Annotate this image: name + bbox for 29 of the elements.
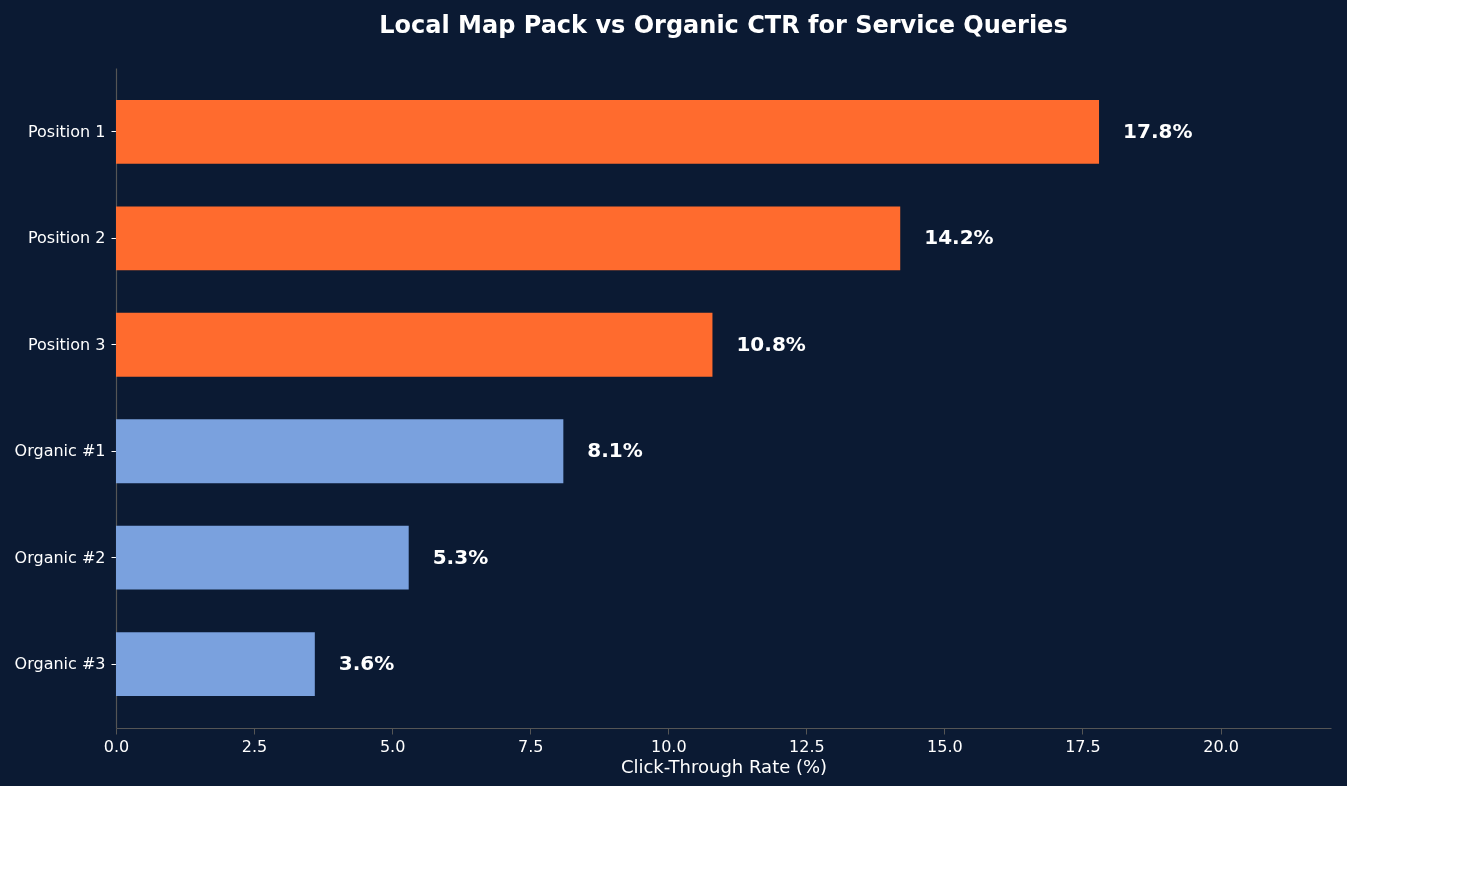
- x-tick-label: 20.0: [1203, 736, 1239, 756]
- x-tick-label: 5.0: [379, 736, 406, 756]
- x-tick-label: 15.0: [927, 736, 963, 756]
- y-tick-label: Organic #1: [14, 441, 106, 461]
- y-tick-label: Organic #3: [14, 654, 106, 674]
- data-label: 8.1%: [587, 438, 643, 463]
- data-label: 14.2%: [924, 225, 994, 250]
- y-tick-label: Position 3: [27, 334, 106, 354]
- data-label: 3.6%: [338, 651, 395, 676]
- data-label: 5.3%: [432, 544, 489, 569]
- y-tick-label: Position 1: [27, 121, 106, 141]
- x-tick-label: 7.5: [517, 736, 544, 756]
- x-tick-label: 2.5: [241, 736, 268, 756]
- x-tick-label: 12.5: [789, 736, 825, 756]
- x-tick-label: 0.0: [103, 736, 130, 756]
- x-axis-title: Click-Through Rate (%): [620, 755, 828, 777]
- data-label: 10.8%: [736, 331, 806, 356]
- bar: [116, 525, 409, 590]
- y-tick-label: Position 2: [27, 228, 106, 248]
- bar: [116, 99, 1100, 164]
- bar: [116, 632, 315, 697]
- data-label: 17.8%: [1123, 118, 1193, 143]
- bar: [116, 312, 713, 377]
- chart-title: Local Map Pack vs Organic CTR for Service Queries: [379, 11, 1068, 39]
- bar: [116, 206, 901, 271]
- x-tick-label: 10.0: [650, 736, 687, 756]
- y-tick-label: Organic #2: [14, 547, 106, 567]
- bar: [116, 419, 564, 484]
- x-tick-label: 17.5: [1065, 736, 1101, 756]
